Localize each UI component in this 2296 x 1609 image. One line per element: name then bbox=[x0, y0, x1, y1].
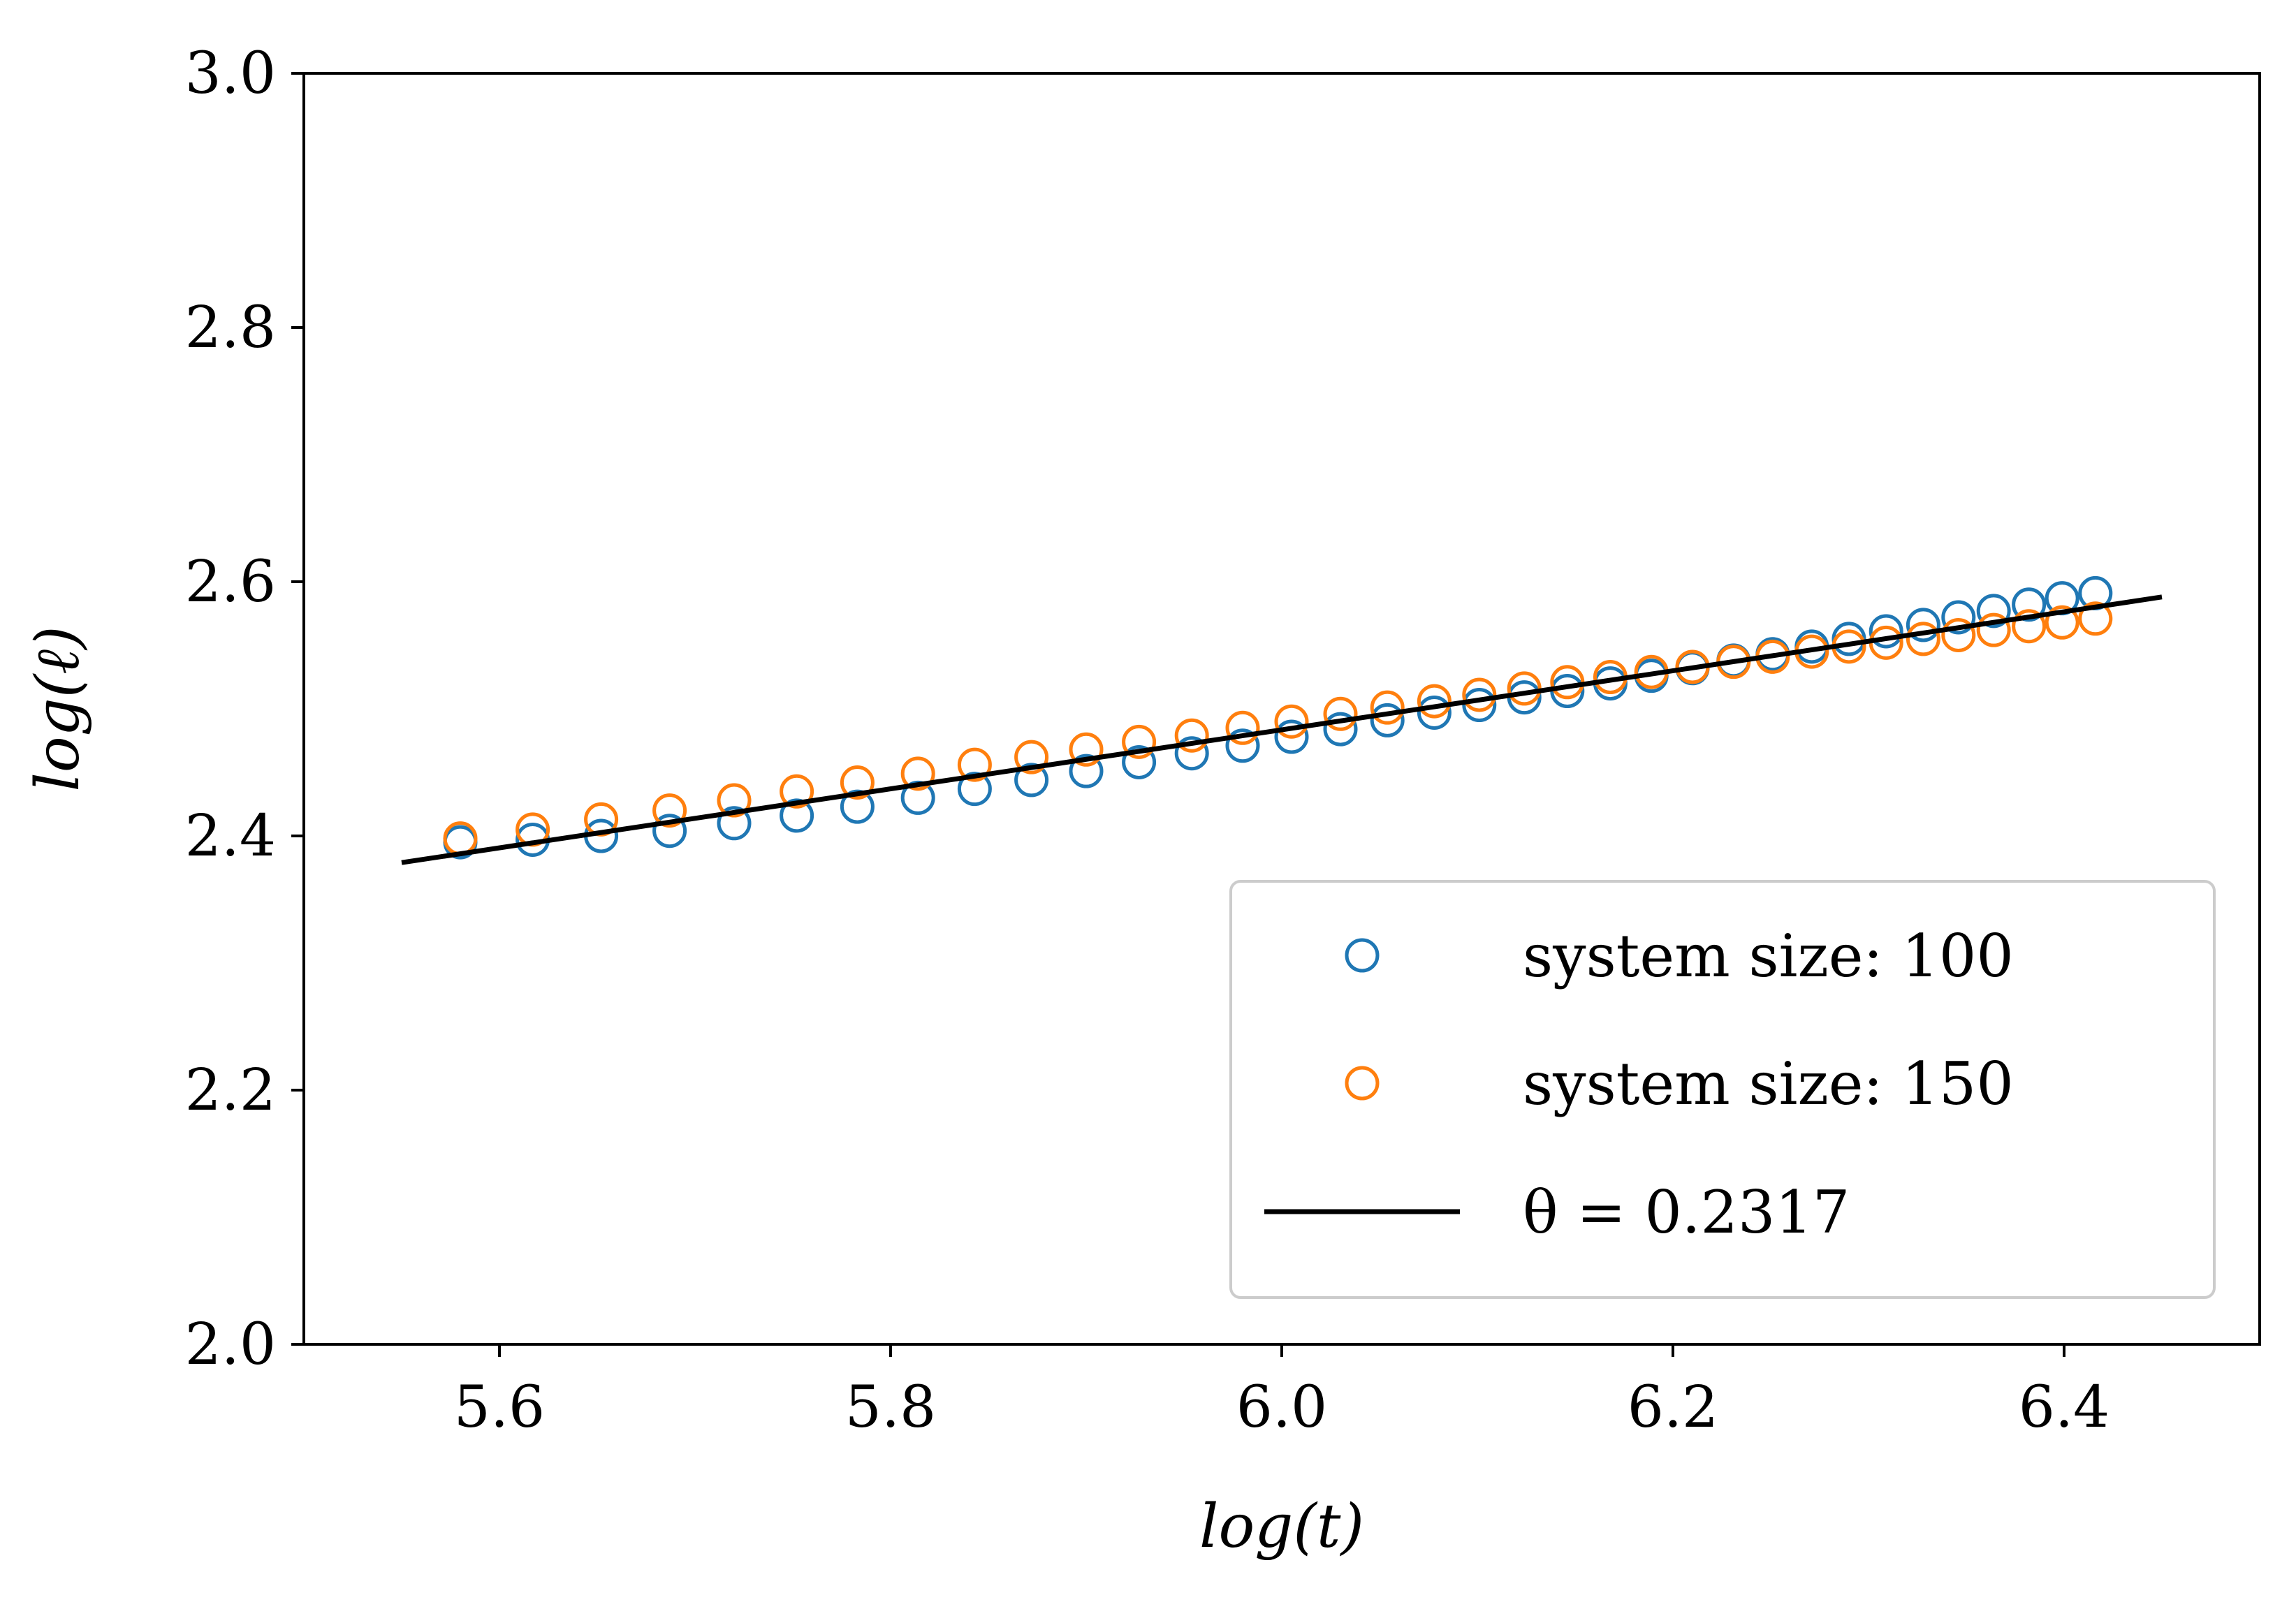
point-size-100 bbox=[1869, 614, 1903, 649]
point-size-100 bbox=[1174, 736, 1209, 771]
point-size-150 bbox=[957, 747, 992, 782]
point-size-100 bbox=[1417, 695, 1452, 730]
y-tick-label: 2.0 bbox=[185, 1312, 276, 1378]
legend: system size: 100 system size: 150 θ = 0.… bbox=[1229, 880, 2216, 1299]
legend-label-series-100: system size: 100 bbox=[1523, 922, 2014, 990]
point-size-150 bbox=[1174, 718, 1209, 753]
y-tick-label: 3.0 bbox=[185, 41, 276, 107]
point-size-100 bbox=[957, 772, 992, 807]
legend-marker-series-100 bbox=[1345, 938, 1380, 973]
legend-marker-series-150 bbox=[1345, 1066, 1380, 1101]
point-size-100 bbox=[1069, 754, 1104, 788]
point-size-100 bbox=[1225, 728, 1260, 763]
point-size-150 bbox=[1462, 677, 1497, 712]
point-size-150 bbox=[1225, 710, 1260, 745]
point-size-150 bbox=[1069, 732, 1104, 767]
point-size-150 bbox=[1014, 740, 1049, 774]
point-size-100 bbox=[1122, 744, 1157, 779]
point-size-150 bbox=[780, 774, 814, 809]
x-axis-label: log(t) bbox=[1199, 1492, 1364, 1562]
point-size-100 bbox=[1462, 688, 1497, 723]
point-size-150 bbox=[1323, 696, 1358, 731]
point-size-150 bbox=[652, 793, 687, 828]
point-size-100 bbox=[1976, 594, 2011, 629]
point-size-150 bbox=[2045, 605, 2079, 640]
plot-area bbox=[401, 575, 2163, 865]
point-size-150 bbox=[1370, 690, 1405, 725]
y-tick-label: 2.4 bbox=[185, 803, 276, 869]
point-size-100 bbox=[1014, 763, 1049, 798]
axis-ticks: 5.6 5.8 6.0 6.2 6.4 2.0 2.2 2.4 2.6 2.8 3.0 bbox=[185, 41, 2110, 1441]
x-tick-label: 5.8 bbox=[845, 1374, 936, 1441]
fit-line bbox=[401, 594, 2163, 865]
legend-box bbox=[1229, 880, 2216, 1299]
point-size-100 bbox=[780, 798, 814, 833]
point-size-150 bbox=[1941, 617, 1976, 652]
point-size-100 bbox=[1274, 719, 1309, 754]
x-tick-label: 6.2 bbox=[1628, 1374, 1718, 1441]
point-size-150 bbox=[840, 765, 875, 800]
legend-label-series-150: system size: 150 bbox=[1523, 1050, 2014, 1118]
point-size-150 bbox=[2012, 609, 2047, 644]
point-size-100 bbox=[717, 806, 752, 841]
point-size-150 bbox=[1274, 704, 1309, 739]
point-size-150 bbox=[1122, 724, 1157, 759]
point-size-150 bbox=[2078, 601, 2113, 636]
x-tick-label: 5.6 bbox=[454, 1374, 545, 1441]
y-tick-label: 2.6 bbox=[185, 549, 276, 615]
point-size-150 bbox=[717, 783, 752, 818]
y-axis-label: log(ℓ) bbox=[23, 626, 93, 791]
point-size-150 bbox=[900, 756, 935, 791]
legend-label-fit: θ = 0.2317 bbox=[1523, 1178, 1850, 1247]
y-tick-label: 2.8 bbox=[185, 295, 276, 361]
point-size-100 bbox=[2012, 587, 2047, 622]
point-size-100 bbox=[1370, 703, 1405, 737]
point-size-100 bbox=[1941, 600, 1976, 635]
point-size-100 bbox=[1831, 622, 1866, 656]
point-size-150 bbox=[1976, 612, 2011, 647]
point-size-150 bbox=[1417, 684, 1452, 719]
point-size-100 bbox=[1906, 608, 1940, 642]
point-size-100 bbox=[652, 814, 687, 848]
x-tick-label: 6.4 bbox=[2019, 1374, 2109, 1441]
y-tick-label: 2.2 bbox=[185, 1057, 276, 1124]
point-size-100 bbox=[1323, 712, 1358, 747]
point-size-150 bbox=[1906, 622, 1940, 656]
point-size-100 bbox=[840, 789, 875, 824]
x-tick-label: 6.0 bbox=[1236, 1374, 1327, 1441]
